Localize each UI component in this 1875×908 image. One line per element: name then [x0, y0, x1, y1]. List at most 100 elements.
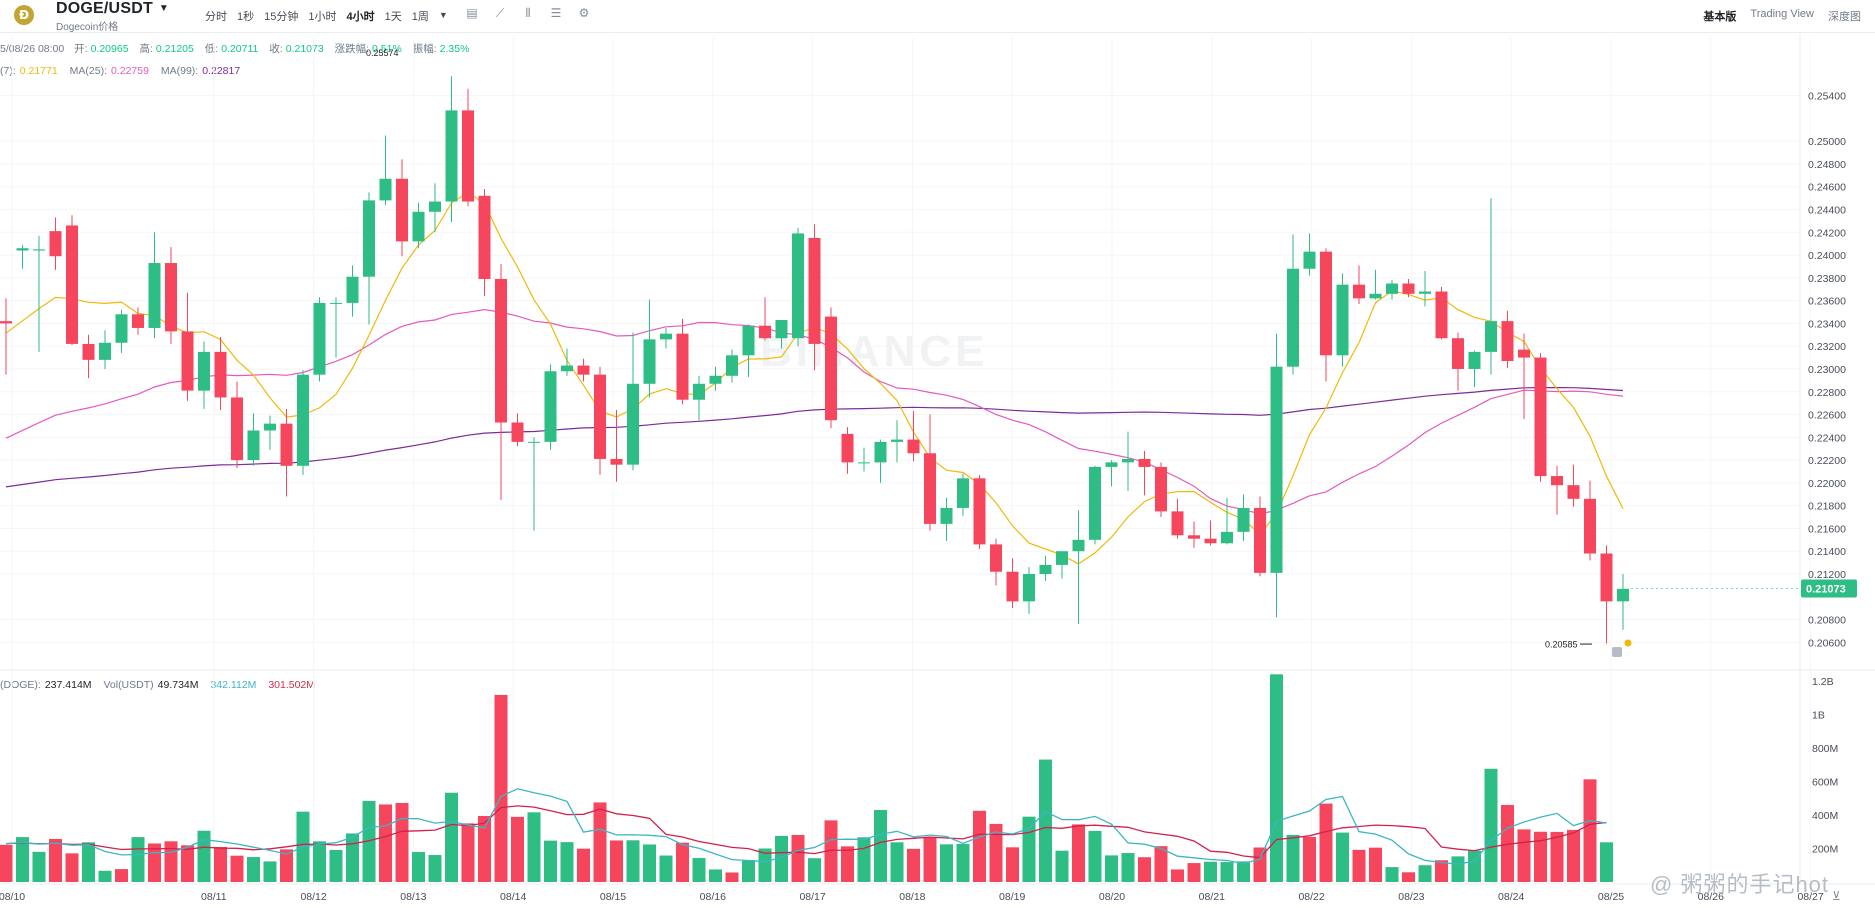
candle-body — [594, 374, 606, 459]
volume-bar — [1534, 831, 1547, 882]
more-intervals-icon[interactable]: ▼ — [438, 10, 448, 20]
candle-body — [1534, 357, 1547, 477]
date-tick-label: 08/14 — [500, 891, 526, 903]
interval-tab-15m[interactable]: 15分钟 — [264, 11, 299, 23]
interval-tab-timeline[interactable]: 分时 — [205, 11, 227, 23]
volume-bar — [395, 802, 409, 882]
close-label: 收: — [269, 43, 283, 55]
volume-bar — [1418, 865, 1432, 882]
pair-subname[interactable]: Dogecoin价格 — [56, 22, 119, 33]
candle-body — [132, 314, 144, 328]
volume-tick-label: 800M — [1812, 743, 1838, 755]
view-basic[interactable]: 基本版 — [1703, 11, 1737, 23]
view-tradingview[interactable]: Trading View — [1750, 8, 1814, 20]
candle-body — [1551, 476, 1563, 486]
top-toolbar: Ð DOGE/USDT ▼ Dogecoin价格 分时 1秒 15分钟 1小时 4… — [0, 0, 1875, 33]
low-label: 低: — [204, 43, 219, 55]
price-tick-label: 0.23400 — [1808, 318, 1846, 330]
volume-bar — [115, 869, 128, 882]
volume-bar — [1550, 831, 1564, 882]
date-tick-label: 08/11 — [201, 891, 227, 903]
candle-body — [1056, 551, 1068, 565]
volume-bar — [1451, 856, 1465, 882]
volume-bar — [758, 848, 772, 882]
volume-bar — [676, 842, 689, 882]
caret-down-icon[interactable]: ▼ — [158, 3, 170, 14]
candle-body — [412, 211, 425, 242]
view-depth[interactable]: 深度图 — [1828, 11, 1861, 23]
volume-bar — [32, 851, 46, 882]
volume-usdt-label: Vol(USDT) — [103, 679, 154, 691]
volume-bar — [989, 823, 1003, 882]
volume-bar — [329, 850, 343, 882]
date-tick-label: 08/27 — [1797, 891, 1823, 903]
layout-icon[interactable]: ☰ — [550, 6, 562, 20]
ma99-value: 0.22817 — [202, 65, 241, 77]
volume-bar — [1072, 824, 1085, 882]
current-price-value: 0.21073 — [1806, 583, 1846, 595]
interval-tab-1h[interactable]: 1小时 — [308, 11, 337, 23]
volume-bar — [1286, 834, 1300, 882]
candle-body — [1122, 458, 1134, 463]
volume-bar — [775, 835, 788, 882]
volume-bar — [626, 840, 640, 882]
price-tick-label: 0.24400 — [1808, 205, 1846, 217]
volume-bar — [1484, 768, 1498, 882]
volume-bar — [362, 800, 376, 882]
indicator-icon[interactable]: ⟋ — [495, 5, 505, 20]
volume-bar — [709, 869, 722, 882]
candle-body — [742, 325, 755, 356]
volume-bar — [1088, 830, 1102, 882]
volume-bar — [181, 845, 194, 882]
date-tick-label: 08/12 — [300, 891, 326, 903]
volume-bar — [428, 855, 442, 882]
interval-tab-4h[interactable]: 4小时 — [346, 11, 375, 23]
price-tick-label: 0.24000 — [1808, 250, 1846, 262]
volume-tick-label: 200M — [1812, 844, 1838, 856]
volume-bar — [956, 843, 970, 882]
candle-settings-icon[interactable]: ▤ — [466, 6, 478, 20]
volume-bar — [1517, 829, 1531, 882]
volume-bar — [82, 842, 95, 882]
candle-body — [346, 276, 359, 303]
volume-bar — [445, 792, 458, 882]
volume-bar — [1121, 853, 1135, 882]
candle-body — [1254, 507, 1266, 573]
volume-bar — [1468, 850, 1481, 882]
date-tick-label: 08/25 — [1598, 891, 1624, 903]
low-value: 0.20711 — [221, 43, 259, 55]
volume-bar — [1352, 849, 1366, 882]
candle-body — [1138, 458, 1151, 467]
compare-icon[interactable]: ⫴ — [525, 5, 531, 20]
volume-tick-label: 1.2B — [1812, 676, 1834, 688]
interval-tab-1w[interactable]: 1周 — [411, 11, 429, 23]
volume-bar — [1600, 842, 1613, 882]
pair-selector[interactable]: DOGE/USDT ▼ — [56, 0, 169, 18]
candle-body — [1336, 284, 1349, 356]
candle-body — [1072, 539, 1085, 552]
volume-bar — [1253, 847, 1267, 882]
ma25-label: MA(25): — [69, 65, 107, 77]
date-tick-label: 08/17 — [799, 891, 825, 903]
candle-body — [231, 397, 243, 461]
interval-tab-1s[interactable]: 1秒 — [237, 11, 255, 23]
volume-bar — [940, 844, 953, 882]
price-tick-label: 0.20600 — [1808, 637, 1846, 649]
price-tick-label: 0.22600 — [1808, 410, 1846, 422]
volume-ma-line-1 — [5, 788, 1607, 865]
price-tick-label: 0.21600 — [1808, 523, 1846, 535]
volume-usdt-value: 49.734M — [157, 679, 199, 691]
candle-body — [1204, 538, 1217, 544]
candle-body — [858, 462, 870, 464]
candle-body — [280, 423, 293, 466]
candle-body — [379, 178, 392, 201]
candle-body — [990, 544, 1002, 572]
volume-bar — [65, 853, 79, 882]
volume-bar — [725, 872, 739, 882]
pair-label: DOGE/USDT — [56, 0, 153, 17]
interval-tab-1d[interactable]: 1天 — [384, 11, 402, 23]
gear-icon[interactable]: ⚙ — [578, 6, 590, 20]
candle-body — [709, 375, 722, 384]
candle-body — [247, 430, 260, 461]
